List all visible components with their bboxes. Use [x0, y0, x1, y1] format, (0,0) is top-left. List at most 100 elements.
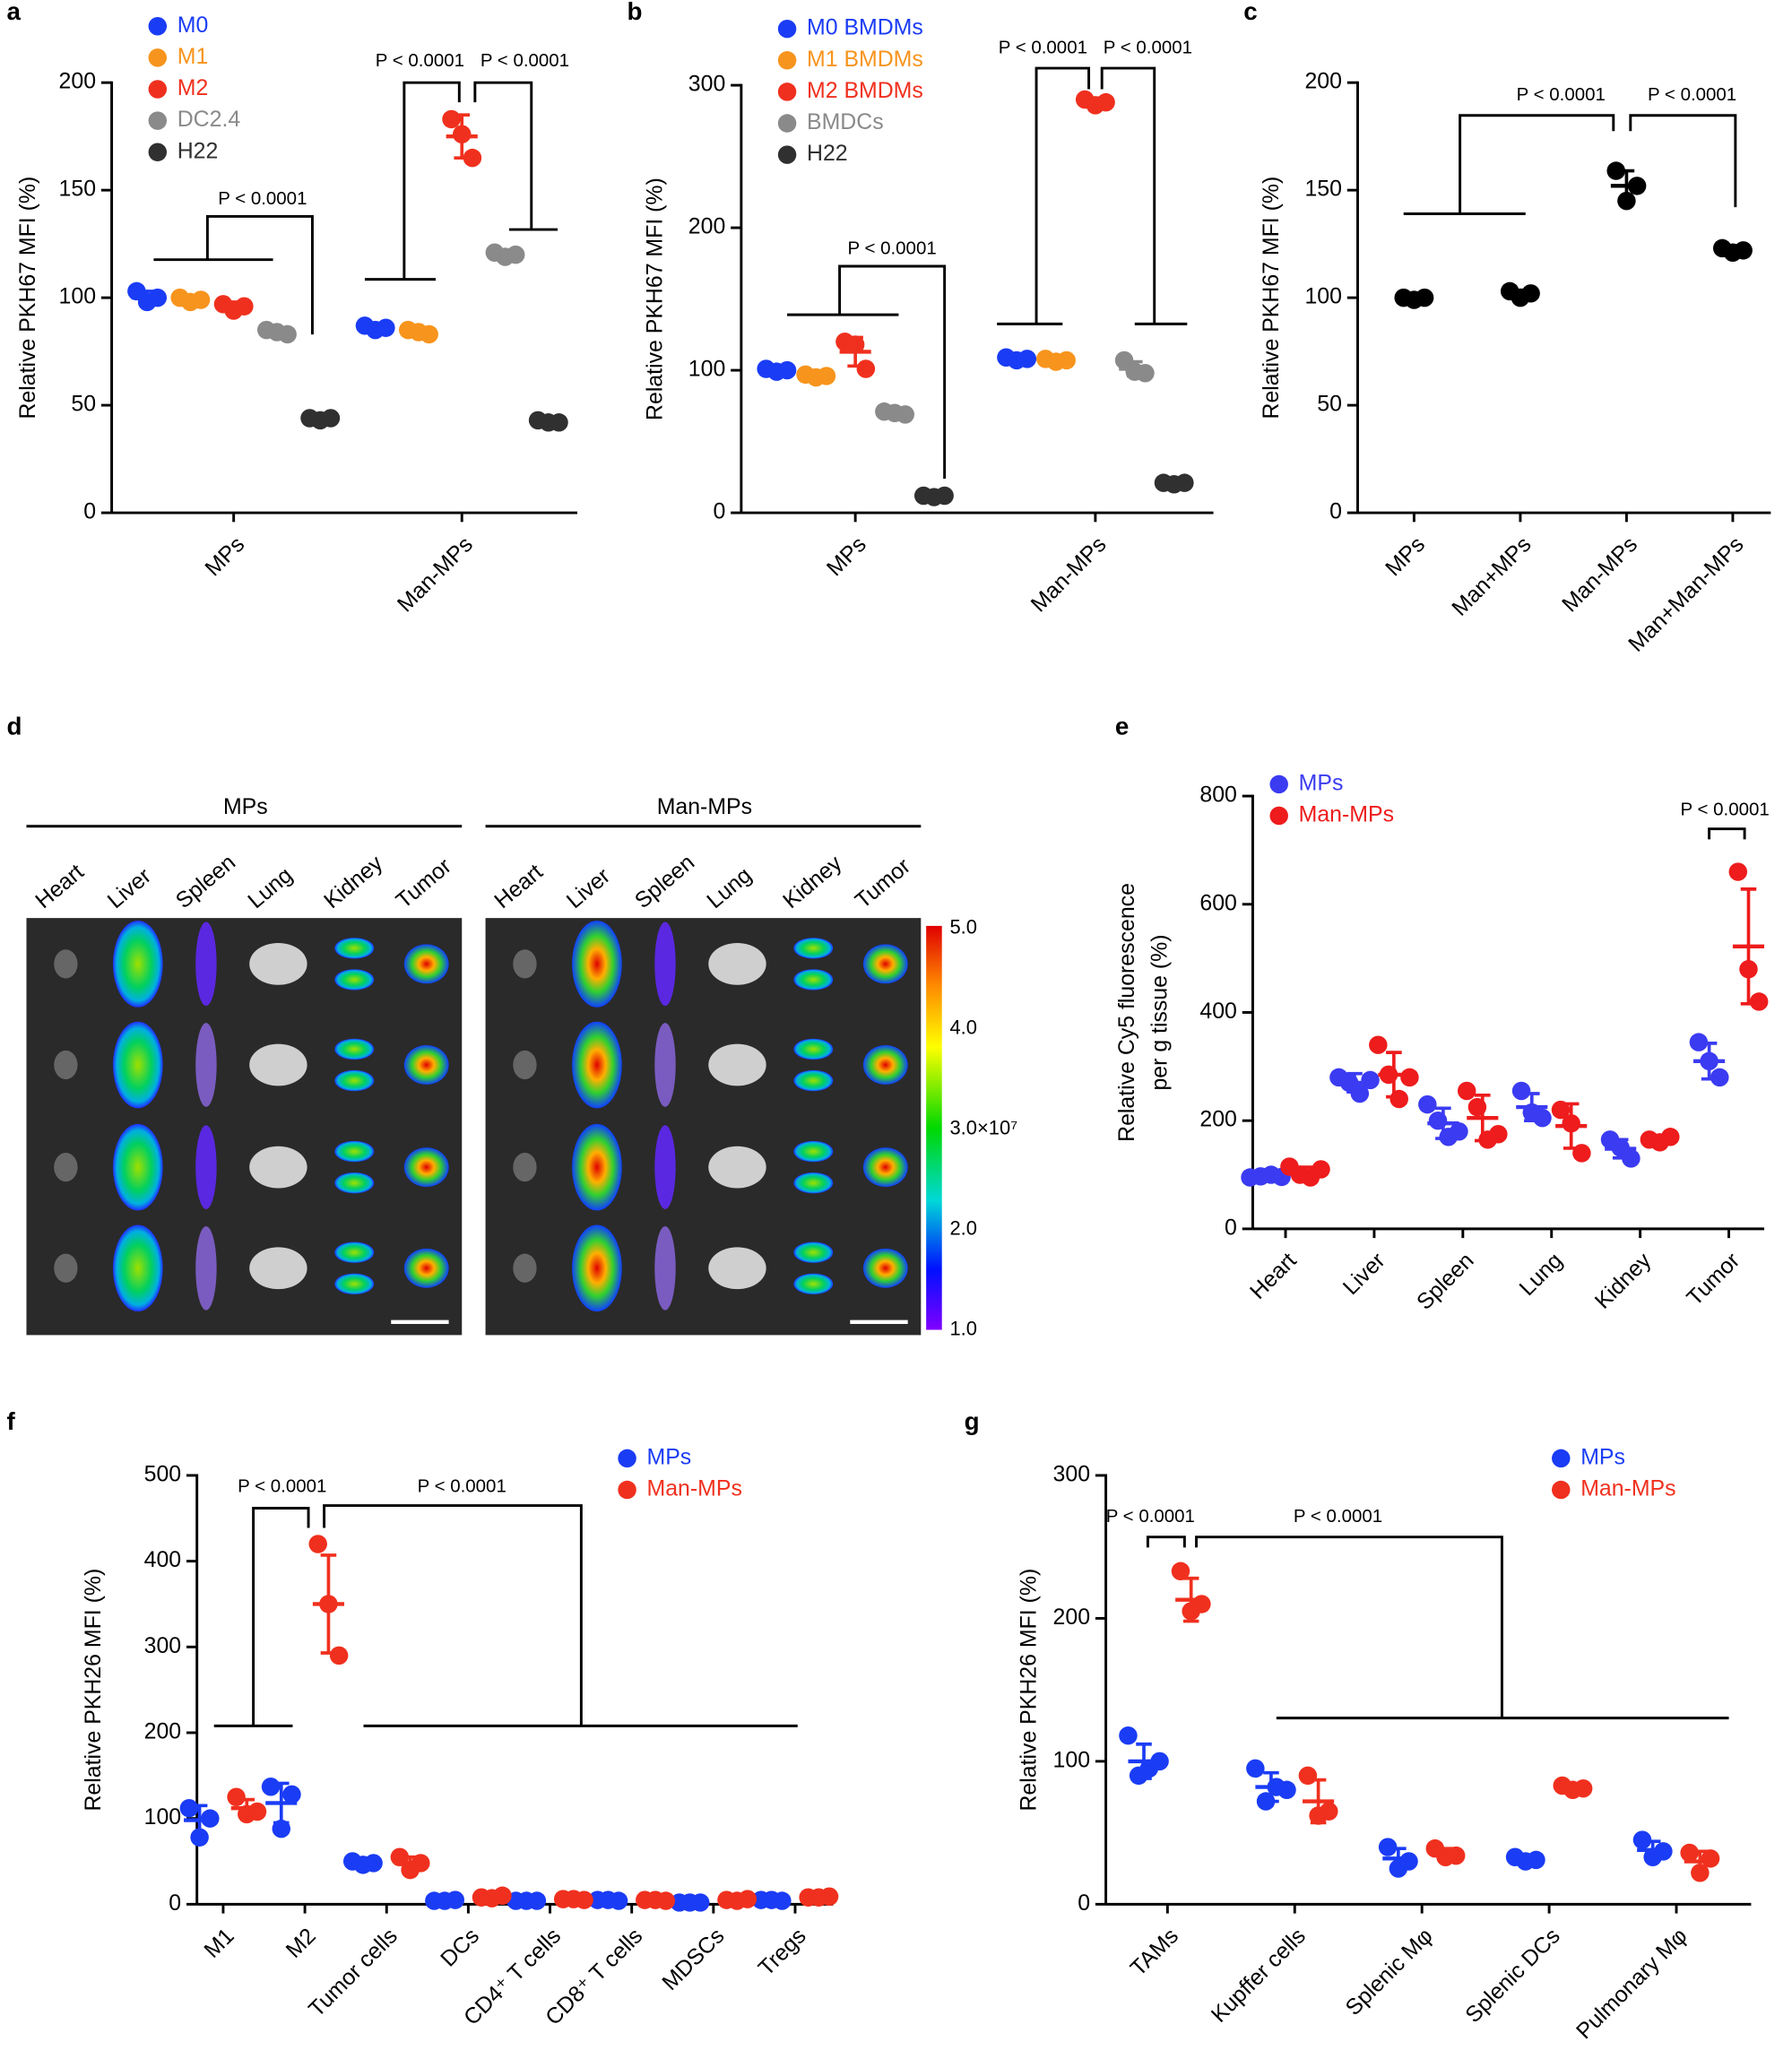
data-point	[1728, 862, 1748, 881]
kidney	[793, 969, 834, 991]
legend-label: Man-MPs	[647, 1476, 742, 1501]
data-point	[1369, 1035, 1388, 1054]
y-tick-label: 500	[144, 1462, 181, 1487]
legend-marker	[618, 1449, 636, 1468]
data-point	[1680, 1843, 1699, 1863]
tumor	[862, 1248, 908, 1288]
tumor	[862, 1147, 908, 1188]
lung	[249, 1146, 307, 1189]
kidney	[334, 1038, 375, 1060]
legend-label: BMDCs	[807, 109, 884, 134]
x-tick-label: Man+Man-MPs	[1623, 532, 1748, 656]
y-tick-label: 100	[59, 284, 96, 309]
y-tick-label: 0	[83, 499, 96, 524]
y-tick-label: 200	[59, 69, 96, 94]
y-tick-label: 150	[1304, 177, 1341, 202]
lung	[708, 1146, 766, 1189]
y-tick-label: 300	[1053, 1462, 1090, 1487]
legend-label: MPs	[1580, 1444, 1625, 1469]
kidney	[334, 1069, 375, 1092]
liver	[113, 1021, 163, 1109]
liver	[572, 921, 622, 1008]
y-tick-label: 150	[59, 177, 96, 202]
data-point	[1749, 992, 1769, 1011]
data-point	[1400, 1068, 1419, 1087]
p-value: P < 0.0001	[848, 238, 937, 258]
data-point	[190, 1828, 209, 1847]
organ-label: Heart	[489, 860, 548, 914]
significance-bracket	[205, 214, 314, 335]
x-tick-label: M2	[281, 1924, 321, 1963]
lung	[249, 1247, 307, 1290]
legend-label: H22	[177, 138, 219, 163]
data-point	[1632, 1830, 1652, 1849]
y-tick-label: 0	[1078, 1890, 1090, 1916]
panel-letter: b	[628, 0, 643, 25]
legend-marker	[148, 17, 168, 36]
legend-label: DC2.4	[177, 107, 241, 132]
data-point	[1689, 1033, 1709, 1051]
x-tick-label: Man-MPs	[1026, 532, 1112, 617]
x-tick-label: MDSCs	[657, 1924, 729, 1995]
p-value: P < 0.0001	[218, 188, 307, 209]
y-tick-label: 200	[1053, 1605, 1090, 1630]
spleen	[654, 921, 676, 1007]
kidney	[793, 1273, 834, 1295]
data-point	[1710, 1068, 1729, 1087]
kidney	[793, 1241, 834, 1263]
data-point	[329, 1646, 349, 1665]
spleen	[654, 1125, 676, 1209]
y-tick-label: 0	[169, 1890, 181, 1916]
heart	[513, 1253, 537, 1283]
y-tick-label: 100	[688, 357, 725, 382]
y-axis-label: Relative PKH67 MFI (%)	[642, 177, 667, 420]
lung	[708, 1247, 766, 1290]
legend-marker	[777, 51, 797, 70]
organ-label: Tumor	[851, 853, 915, 913]
y-tick-label: 200	[1199, 1107, 1236, 1132]
x-tick-label: Splenic Mφ	[1340, 1924, 1437, 2020]
group-label: Man-MPs	[657, 794, 752, 819]
data-point	[1320, 1802, 1338, 1821]
liver	[572, 1123, 622, 1211]
significance-bracket	[838, 264, 947, 480]
colorbar-label: 2.0	[949, 1216, 977, 1239]
x-tick-label: Lung	[1514, 1248, 1567, 1301]
y-tick-label: 600	[1199, 890, 1236, 915]
x-tick-label: Tregs	[754, 1924, 811, 1981]
kidney	[793, 1172, 834, 1194]
kidney	[334, 1241, 375, 1263]
y-tick-label: 100	[144, 1804, 181, 1830]
spleen	[195, 1023, 217, 1107]
legend-marker	[148, 143, 168, 161]
data-point	[308, 1535, 327, 1553]
x-tick-label: Tumor	[1682, 1248, 1744, 1311]
kidney	[793, 1069, 834, 1092]
y-tick-label: 100	[1053, 1747, 1090, 1772]
legend-marker	[1552, 1449, 1571, 1468]
p-value: P < 0.0001	[1681, 800, 1770, 820]
tumor	[403, 944, 449, 984]
y-tick-label: 0	[713, 499, 725, 524]
data-point	[1171, 1562, 1190, 1581]
kidney	[793, 1140, 834, 1163]
x-tick-label: MPs	[822, 532, 871, 581]
spleen	[195, 1225, 217, 1311]
x-tick-label: MPs	[1381, 532, 1430, 581]
significance-bracket	[323, 1504, 583, 1726]
tumor	[403, 1147, 449, 1188]
legend-label: M1	[177, 44, 209, 69]
heart	[54, 1153, 78, 1182]
y-tick-label: 800	[1199, 783, 1236, 808]
significance-bracket	[1459, 114, 1615, 214]
y-tick-label: 400	[1199, 999, 1236, 1024]
legend-marker	[148, 48, 168, 67]
y-tick-label: 200	[688, 214, 725, 239]
significance-bracket	[1708, 827, 1746, 840]
data-point	[282, 1785, 301, 1804]
p-value: P < 0.0001	[418, 1476, 506, 1497]
panel-letter: e	[1115, 712, 1129, 740]
data-point	[227, 1787, 246, 1806]
data-point	[1457, 1081, 1476, 1101]
tumor	[862, 1045, 908, 1085]
